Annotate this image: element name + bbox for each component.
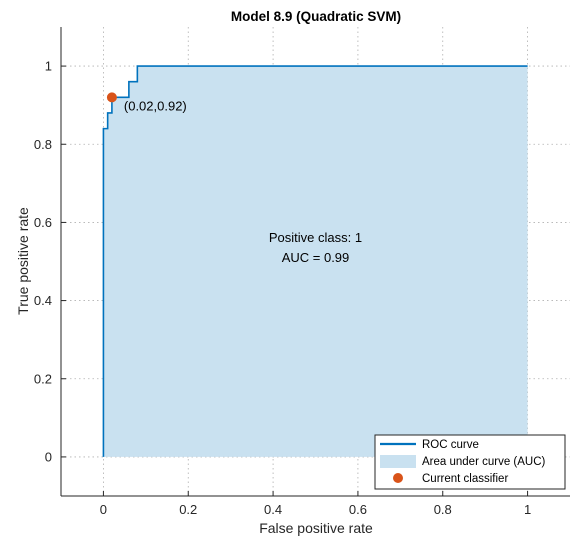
legend-current-label: Current classifier xyxy=(422,473,508,485)
x-axis-ticks: 0 0.2 0.4 0.6 0.8 1 xyxy=(100,491,531,517)
axis-box xyxy=(60,27,570,497)
x-tick-label: 0 xyxy=(100,502,107,517)
legend: ROC curve Area under curve (AUC) Current… xyxy=(374,434,566,490)
x-tick-label: 0.2 xyxy=(179,502,197,517)
x-tick-label: 0.6 xyxy=(349,502,367,517)
y-axis-label: True positive rate xyxy=(15,207,31,315)
x-axis-label: False positive rate xyxy=(259,520,373,536)
x-tick-label: 1 xyxy=(524,502,531,517)
y-tick-label: 0.4 xyxy=(34,293,52,308)
y-axis-ticks: 0 0.2 0.4 0.6 0.8 1 xyxy=(34,59,66,464)
y-tick-label: 0.2 xyxy=(34,371,52,386)
current-classifier-label: (0.02,0.92) xyxy=(124,98,187,113)
current-classifier-marker xyxy=(106,92,117,103)
legend-auc-swatch xyxy=(380,455,416,468)
positive-class-annotation: Positive class: 1 xyxy=(269,230,362,245)
y-tick-label: 0.8 xyxy=(34,137,52,152)
auc-area xyxy=(103,66,528,457)
x-tick-label: 0.4 xyxy=(264,502,282,517)
legend-current-swatch xyxy=(393,473,403,483)
auc-value-annotation: AUC = 0.99 xyxy=(282,250,350,265)
legend-roc-label: ROC curve xyxy=(422,439,479,451)
y-tick-label: 0 xyxy=(45,449,52,464)
chart-title: Model 8.9 (Quadratic SVM) xyxy=(231,9,401,24)
x-tick-label: 0.8 xyxy=(434,502,452,517)
legend-auc-label: Area under curve (AUC) xyxy=(422,456,546,468)
y-tick-label: 0.6 xyxy=(34,215,52,230)
y-tick-label: 1 xyxy=(45,59,52,74)
